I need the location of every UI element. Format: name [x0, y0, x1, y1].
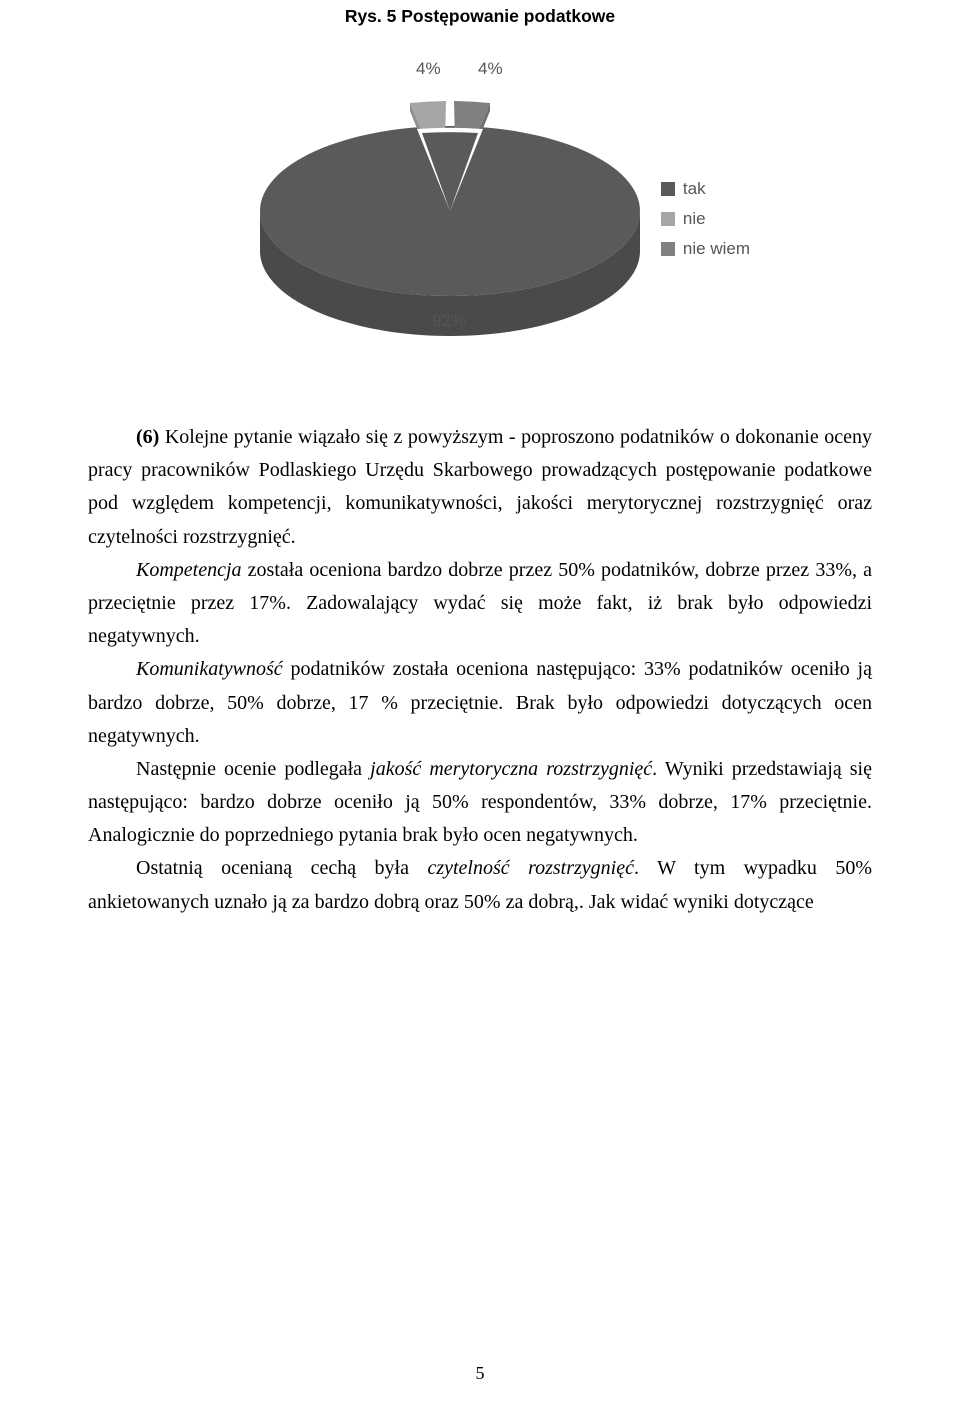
legend-item-niewiem: nie wiem: [661, 239, 750, 259]
paragraph-4: Następnie ocenie podlegała jakość meryto…: [88, 753, 872, 853]
paragraph-5: Ostatnią ocenianą cechą była czytelność …: [88, 852, 872, 918]
chart-title: Rys. 5 Postępowanie podatkowe: [88, 6, 872, 27]
p1-bold: (6): [136, 426, 159, 448]
p4-a: Następnie ocenie podlegała: [136, 758, 370, 780]
legend-swatch: [661, 212, 675, 226]
slice-label-1: 4%: [478, 59, 503, 79]
legend-item-tak: tak: [661, 179, 750, 199]
slice-label-0: 4%: [416, 59, 441, 79]
p5-italic: czytelność rozstrzygnięć: [427, 857, 634, 879]
legend-label: nie: [683, 209, 706, 229]
slice-label-2: 92%: [432, 311, 466, 331]
paragraph-1: (6) Kolejne pytanie wiązało się z powyżs…: [88, 421, 872, 554]
legend-item-nie: nie: [661, 209, 750, 229]
paragraph-3: Komunikatywność podatników została oceni…: [88, 653, 872, 753]
p5-a: Ostatnią ocenianą cechą była: [136, 857, 427, 879]
legend-swatch: [661, 242, 675, 256]
chart-legend: tak nie nie wiem: [661, 179, 750, 269]
pie-chart: 4% 4% 92% tak nie nie wiem: [200, 51, 760, 381]
legend-label: nie wiem: [683, 239, 750, 259]
page-number: 5: [0, 1363, 960, 1384]
paragraph-2: Kompetencja została oceniona bardzo dobr…: [88, 554, 872, 654]
p1-text: Kolejne pytanie wiązało się z powyższym …: [88, 426, 872, 548]
p4-italic: jakość merytoryczna rozstrzygnięć: [370, 758, 652, 780]
legend-swatch: [661, 182, 675, 196]
body-text: (6) Kolejne pytanie wiązało się z powyżs…: [88, 421, 872, 919]
p3-italic: Komunikatywność: [136, 658, 283, 680]
legend-label: tak: [683, 179, 706, 199]
p2-italic: Kompetencja: [136, 559, 242, 581]
